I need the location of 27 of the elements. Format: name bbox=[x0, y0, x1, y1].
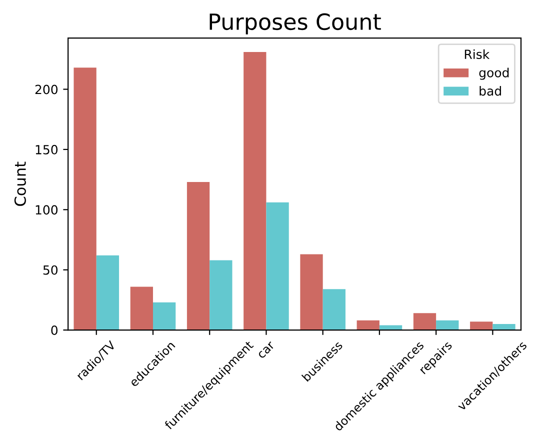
bar bbox=[413, 313, 436, 330]
bar bbox=[186, 182, 210, 330]
bar bbox=[96, 255, 120, 330]
y-tick-label: 100 bbox=[36, 205, 58, 215]
bar bbox=[470, 322, 493, 330]
bar bbox=[74, 68, 96, 330]
bar bbox=[322, 289, 346, 330]
legend-title: Risk bbox=[464, 49, 490, 60]
y-tick-label: 50 bbox=[43, 265, 58, 275]
legend-label: bad bbox=[480, 86, 501, 96]
bar bbox=[266, 202, 289, 330]
bar bbox=[356, 320, 380, 330]
bar bbox=[436, 320, 459, 330]
y-tick-label: 150 bbox=[36, 144, 58, 154]
y-tick-label: 0 bbox=[51, 326, 58, 335]
chart-title: Purposes Count bbox=[210, 13, 381, 34]
bar bbox=[244, 52, 266, 330]
y-tick-label: 200 bbox=[35, 84, 58, 94]
bar bbox=[492, 324, 516, 330]
legend-label: good bbox=[479, 68, 509, 80]
x-tick-label: car bbox=[258, 341, 276, 359]
bar bbox=[379, 325, 402, 330]
y-axis-title: Count bbox=[14, 162, 26, 206]
bar bbox=[210, 260, 232, 330]
bar bbox=[300, 254, 323, 330]
bar bbox=[130, 286, 153, 330]
bar bbox=[152, 302, 176, 330]
